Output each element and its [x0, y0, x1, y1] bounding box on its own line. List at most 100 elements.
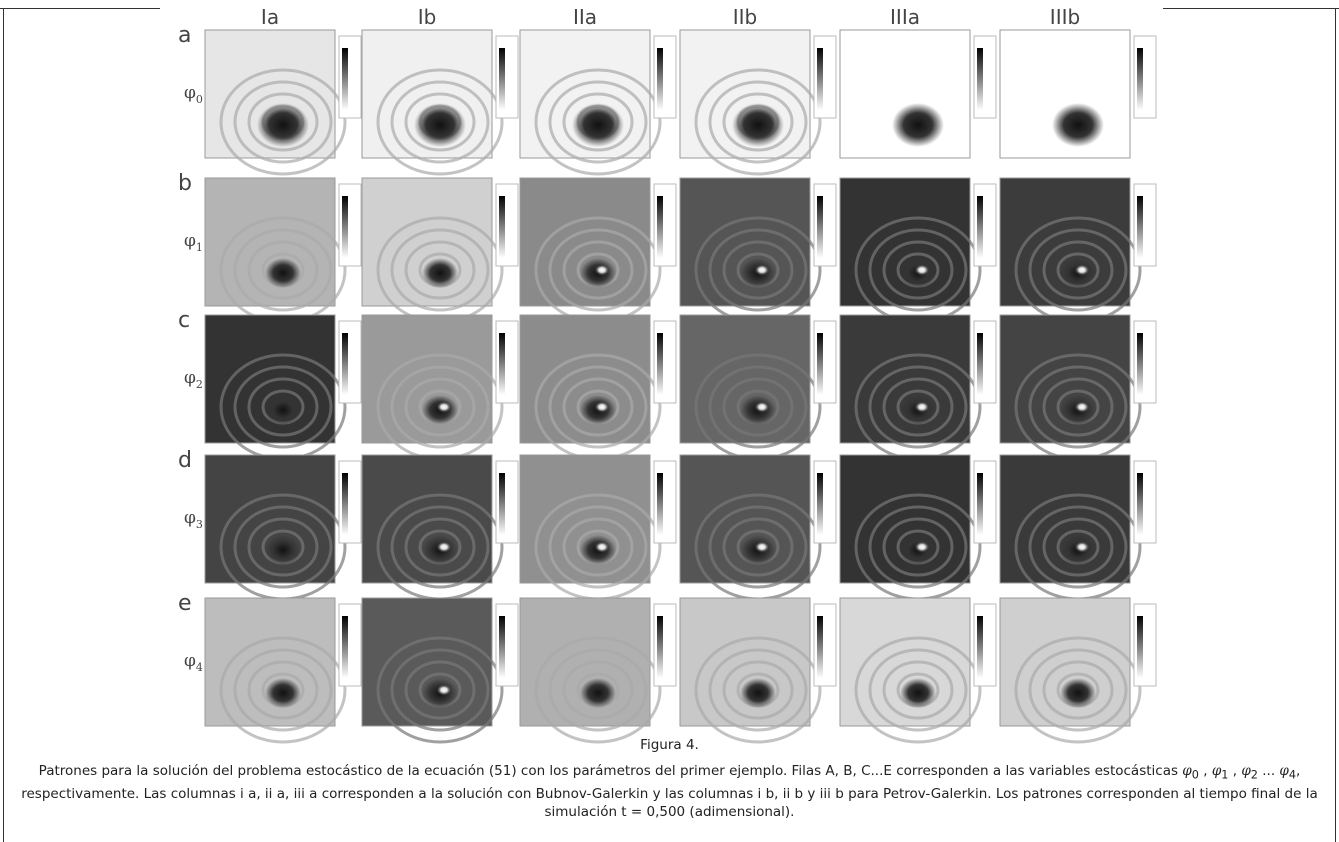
pattern-ring	[233, 365, 333, 449]
pattern-ring	[247, 92, 319, 152]
colorbar	[499, 616, 505, 678]
pattern-blob	[1060, 678, 1096, 708]
pattern-ring	[233, 228, 333, 312]
pattern-ring	[708, 228, 808, 312]
caption-subscript: 1	[1221, 768, 1229, 782]
column-header: Ia	[261, 5, 279, 29]
pattern-ring	[404, 92, 476, 152]
pattern-highlight	[1074, 264, 1090, 276]
colorbar	[342, 196, 348, 258]
pattern-ring	[404, 240, 476, 300]
pattern-ring	[722, 660, 794, 720]
pattern-highlight	[594, 541, 610, 553]
pattern-ring	[390, 80, 490, 164]
pattern-blob	[572, 103, 624, 147]
pattern-panel	[999, 454, 1157, 601]
row-subscript: 2	[196, 378, 203, 391]
colorbar	[657, 48, 663, 110]
row-subscript: 1	[196, 241, 203, 254]
pattern-ring	[219, 636, 347, 744]
pattern-panel	[839, 177, 997, 324]
colorbar	[977, 616, 983, 678]
pattern-blob	[740, 678, 776, 708]
row-variable: φ1	[184, 231, 203, 254]
row-variable: φ0	[184, 83, 203, 106]
caption-start: Patrones para la solución del problema e…	[38, 763, 1178, 779]
row-symbol: φ	[184, 508, 196, 528]
pattern-blob	[265, 535, 301, 565]
pattern-highlight	[436, 401, 452, 413]
column-header: IIa	[573, 5, 597, 29]
pattern-ring	[534, 636, 662, 744]
caption-separator: ,	[1203, 763, 1208, 779]
pattern-ring	[404, 660, 476, 720]
pattern-ring	[1042, 377, 1114, 437]
pattern-panel	[839, 454, 997, 601]
pattern-ring	[233, 80, 333, 164]
pattern-ring	[247, 660, 319, 720]
pattern-highlight	[914, 541, 930, 553]
pattern-ring	[868, 228, 968, 312]
pattern-panel	[679, 314, 837, 461]
pattern-panel	[519, 597, 677, 744]
pattern-highlight	[594, 401, 610, 413]
pattern-highlight	[436, 684, 452, 696]
colorbar	[817, 473, 823, 535]
pattern-ring	[548, 505, 648, 589]
pattern-highlight	[754, 541, 770, 553]
row-variable: φ3	[184, 508, 203, 531]
pattern-blob	[265, 258, 301, 288]
row-letter: d	[178, 448, 192, 473]
pattern-panel	[839, 314, 997, 461]
pattern-ring	[882, 660, 954, 720]
row-symbol: φ	[184, 368, 196, 388]
pattern-ring	[882, 377, 954, 437]
pattern-ring	[548, 648, 648, 732]
pattern-ring	[722, 517, 794, 577]
row-letter: e	[178, 591, 192, 616]
pattern-highlight	[914, 401, 930, 413]
pattern-blob	[1052, 103, 1104, 147]
caption-subscript: 4	[1288, 768, 1297, 782]
pattern-highlight	[594, 264, 610, 276]
column-header: IIIa	[890, 5, 920, 29]
pattern-ring	[708, 80, 808, 164]
pattern-ring	[708, 505, 808, 589]
caption-variable: φ	[1211, 763, 1222, 779]
pattern-panel	[204, 597, 362, 744]
pattern-panel	[839, 29, 997, 159]
pattern-ring	[247, 517, 319, 577]
colorbar	[499, 473, 505, 535]
pattern-ring	[233, 648, 333, 732]
pattern-panel	[204, 177, 362, 324]
pattern-blob	[900, 678, 936, 708]
pattern-panel	[839, 597, 997, 744]
caption-separator: ,	[1232, 763, 1238, 779]
pattern-panel	[999, 177, 1157, 324]
pattern-ring	[1028, 505, 1128, 589]
pattern-ring	[562, 92, 634, 152]
pattern-panel	[519, 454, 677, 601]
pattern-panel	[679, 454, 837, 601]
colorbar	[1137, 48, 1143, 110]
pattern-panel	[204, 29, 362, 176]
colorbar	[1137, 616, 1143, 678]
row-letter: c	[178, 308, 190, 333]
pattern-blob	[732, 103, 784, 147]
pattern-highlight	[436, 541, 452, 553]
pattern-panel	[361, 177, 519, 324]
row-symbol: φ	[184, 83, 196, 103]
caption: Figura 4. Patrones para la solución del …	[10, 736, 1329, 821]
pattern-ring	[868, 365, 968, 449]
pattern-ring	[854, 636, 982, 744]
pattern-blob	[414, 103, 466, 147]
pattern-ring	[390, 228, 490, 312]
pattern-ring	[694, 68, 822, 176]
caption-separator: ...	[1262, 763, 1276, 779]
pattern-ring	[694, 636, 822, 744]
pattern-panel	[361, 454, 519, 601]
pattern-ring	[1042, 517, 1114, 577]
colorbar	[817, 333, 823, 395]
